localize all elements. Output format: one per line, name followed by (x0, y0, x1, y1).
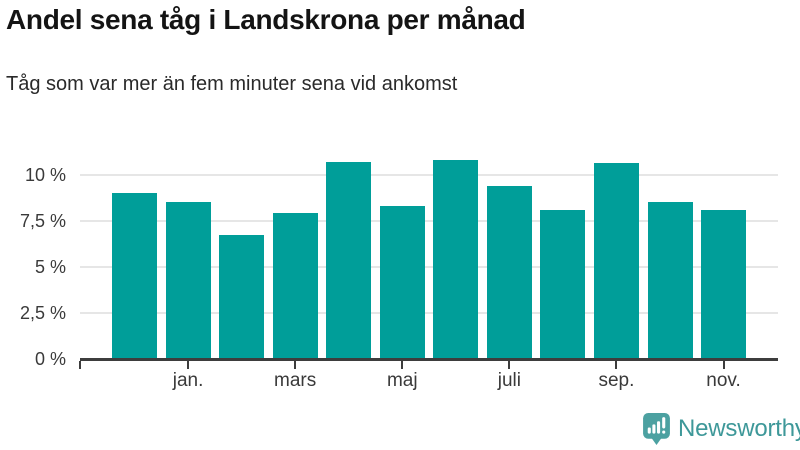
bar-apr. (326, 161, 372, 359)
x-axis-tick (401, 360, 404, 369)
newsworthy-logo: Newsworthy (643, 413, 800, 445)
x-axis-tick (294, 360, 297, 369)
newsworthy-speech-bubble-bar-chart-icon (643, 413, 670, 445)
gridline-5 (80, 265, 778, 268)
chart-subtitle: Tåg som var mer än fem minuter sena vid … (6, 73, 458, 95)
x-axis-tick (615, 360, 618, 369)
y-axis-tick-label: 2,5 % (19, 302, 66, 323)
bar-okt. (647, 202, 693, 359)
bar-feb. (219, 235, 265, 359)
bar-juli (486, 185, 532, 359)
gridline-10 (80, 173, 778, 176)
bar-jan. (165, 202, 211, 359)
bar-aug. (540, 209, 586, 359)
x-axis-tick-label: nov. (706, 370, 741, 391)
bar-chart-plot-area: 0 % 2,5 % 5 % 7,5 % 10 % jan. mars maj juli sep. n… (19, 159, 778, 391)
x-axis-line (80, 357, 778, 361)
x-axis-tick-label: mars (274, 370, 317, 391)
bar-maj (379, 205, 425, 359)
x-axis-tick-label: maj (386, 370, 418, 391)
x-axis-tick (722, 360, 725, 369)
bar-mars (272, 213, 318, 359)
x-axis-tick-label: juli (497, 370, 521, 391)
y-axis-tick-label: 5 % (34, 256, 66, 277)
newsworthy-logo-text: Newsworthy (678, 415, 800, 442)
bar-juni (433, 159, 479, 359)
x-axis-tick (79, 360, 81, 369)
bar-sep. (593, 163, 639, 359)
y-axis-tick-label: 7,5 % (19, 210, 66, 231)
x-axis-tick-label: sep. (598, 370, 635, 391)
bar-nov. (701, 209, 747, 359)
bar-dec. (112, 192, 157, 359)
y-axis-tick-label: 0 % (34, 349, 66, 369)
chart-title: Andel sena tåg i Landskrona per månad (6, 4, 526, 35)
x-axis-tick (508, 360, 511, 369)
x-axis-tick (187, 360, 190, 369)
x-axis-tick-label: jan. (172, 370, 204, 391)
gridline-7.5 (80, 219, 778, 222)
y-axis-tick-label: 10 % (24, 164, 66, 185)
gridline-2.5 (80, 311, 778, 314)
